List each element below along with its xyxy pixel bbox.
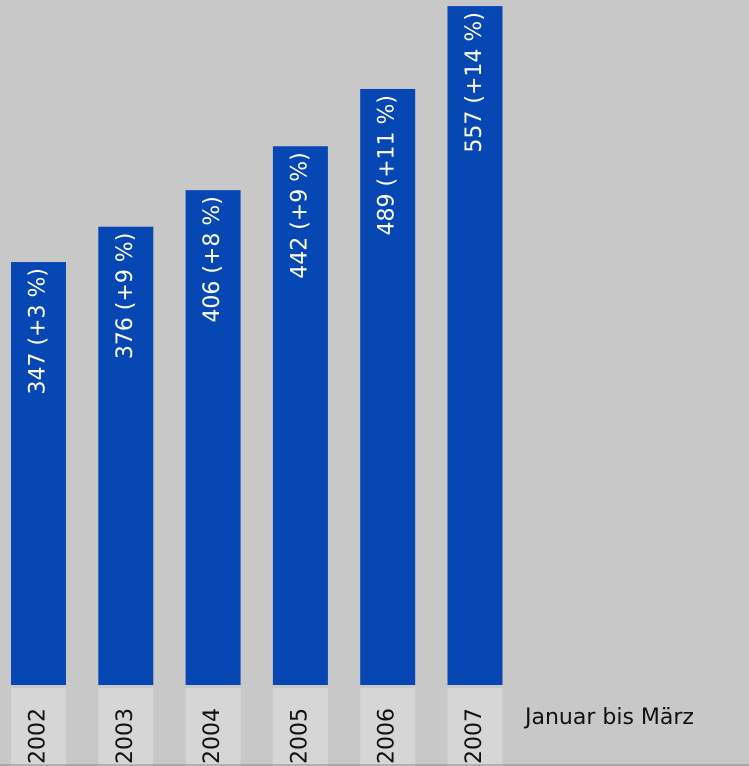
bar <box>272 146 328 685</box>
x-tick-label: 2005 <box>287 708 312 764</box>
value-label: 347 (+3 %) <box>26 268 51 394</box>
value-label: 406 (+8 %) <box>200 196 225 322</box>
bar <box>360 88 416 685</box>
value-label: 557 (+14 %) <box>462 12 487 152</box>
x-tick-label: 2006 <box>375 708 400 764</box>
label-band <box>447 688 503 766</box>
value-label: 376 (+9 %) <box>113 233 138 359</box>
label-band <box>11 688 66 766</box>
bar <box>98 226 154 685</box>
label-band <box>185 688 241 766</box>
bar <box>185 190 241 686</box>
bar <box>447 6 503 686</box>
label-band <box>272 688 328 766</box>
x-tick-label: 2002 <box>26 708 51 764</box>
annotation: Januar bis März <box>523 705 694 730</box>
value-label: 489 (+11 %) <box>375 95 400 235</box>
x-tick-label: 2007 <box>462 708 487 764</box>
x-tick-label: 2004 <box>200 708 225 764</box>
bar <box>11 262 66 685</box>
x-tick-label: 2003 <box>113 708 138 764</box>
label-band <box>98 688 154 766</box>
value-label: 442 (+9 %) <box>287 152 312 278</box>
label-band <box>360 688 416 766</box>
